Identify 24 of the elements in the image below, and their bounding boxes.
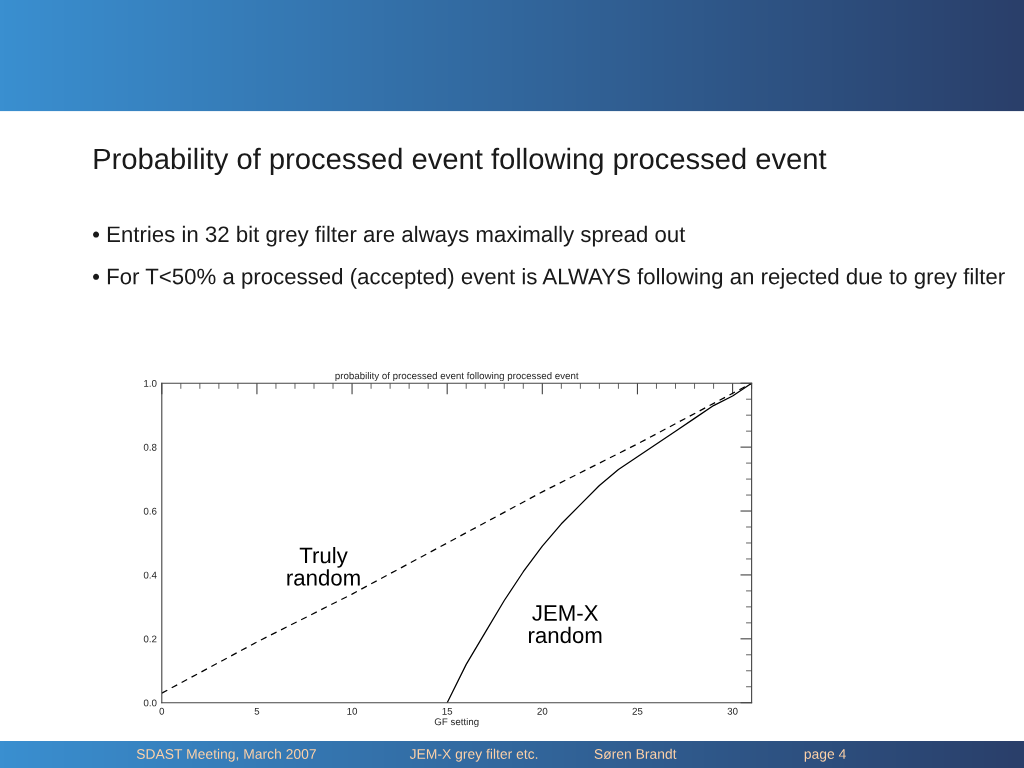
x-tick-label: 5 xyxy=(254,707,260,715)
x-tick-label: 20 xyxy=(537,707,548,715)
text: • For T<50% a processed (accepted) event is ALWAYS following an rejected due to grey filter xyxy=(93,268,1005,289)
text: Søren Brandt xyxy=(594,748,677,760)
x-tick-label: 15 xyxy=(442,707,453,715)
text: SDAST Meeting, March 2007 xyxy=(136,748,316,762)
chart-title: Probability of processed event following processed event xyxy=(94,147,827,176)
y-tick-label: 0.4 xyxy=(143,571,157,579)
y-tick-label: 1.0 xyxy=(144,379,157,387)
x-tick-label: 25 xyxy=(632,707,643,715)
chart-subtitle: probability of processed event following processed event xyxy=(335,372,579,382)
x-axis-title: GF setting xyxy=(434,718,479,728)
text: page 4 xyxy=(804,749,846,762)
x-tick-label: 0 xyxy=(159,707,165,715)
series-label: JEM-X random xyxy=(528,605,602,644)
x-tick-label: 10 xyxy=(347,707,358,715)
x-tick-label: 30 xyxy=(727,707,738,715)
y-tick-label: 0.0 xyxy=(143,699,157,707)
y-tick-label: 0.8 xyxy=(143,443,157,451)
series-label: Truly random xyxy=(287,547,360,586)
text: • Entries in 32 bit grey filter are always maximally spread out xyxy=(93,225,686,247)
y-tick-label: 0.2 xyxy=(143,635,157,643)
y-tick-label: 0.6 xyxy=(143,507,157,515)
text: JEM-X grey filter etc. xyxy=(409,748,538,762)
